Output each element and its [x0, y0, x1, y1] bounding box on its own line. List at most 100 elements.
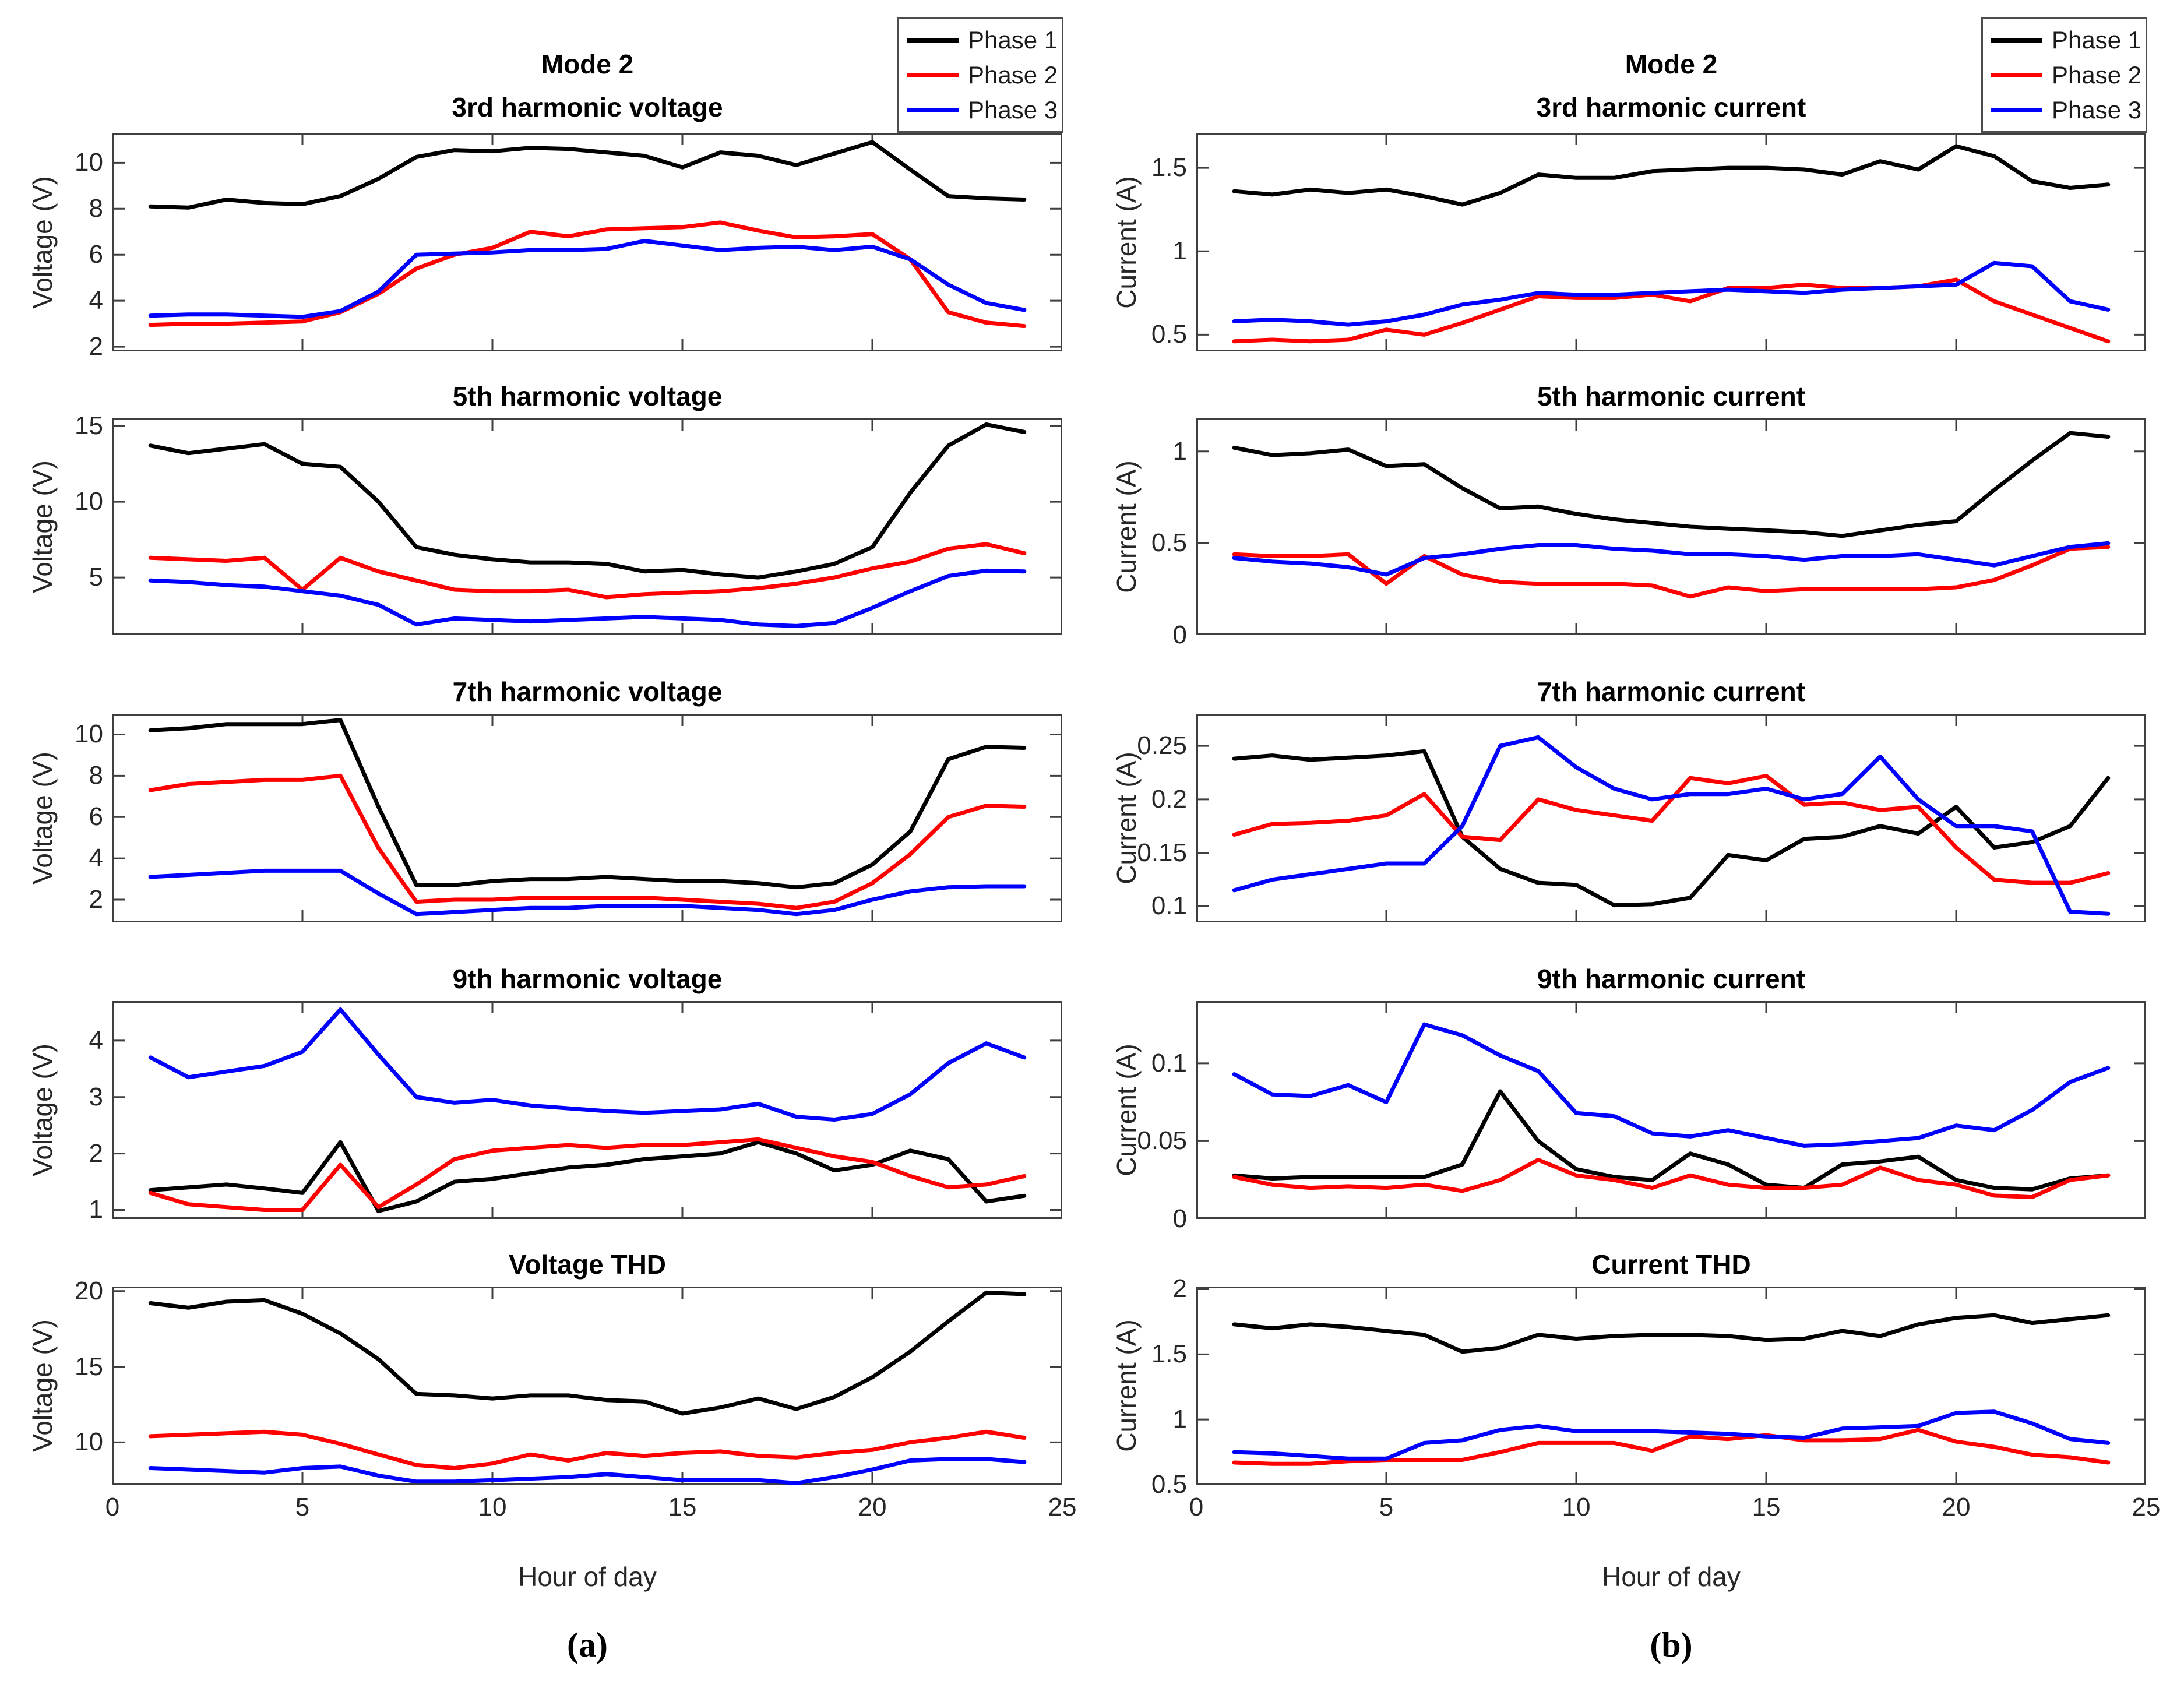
line-phase-2 — [1232, 1158, 2111, 1200]
line-phase-3 — [148, 868, 1027, 917]
y-tick-label: 6 — [89, 240, 103, 269]
line-phase-1 — [148, 140, 1027, 210]
x-tick-label: 5 — [295, 1493, 310, 1521]
subfigure-caption-b: (b) — [1650, 1626, 1693, 1664]
x-axis-label: Hour of day — [1602, 1562, 1741, 1592]
line-phase-1 — [148, 718, 1027, 890]
y-axis-label: Voltage (V) — [27, 1044, 58, 1176]
plot-9th-harmonic-voltage — [112, 1001, 1062, 1219]
chart-title: 7th harmonic voltage — [452, 676, 723, 707]
y-tick-label: 4 — [89, 286, 103, 315]
line-phase-1 — [1232, 144, 2111, 207]
plot-3rd-harmonic-current — [1196, 133, 2146, 351]
legend: Phase 1 Phase 2 Phase 3 — [897, 17, 1063, 133]
x-axis-label: Hour of day — [518, 1562, 657, 1592]
y-tick-label: 4 — [89, 844, 103, 873]
y-axis-label: Current (A) — [1111, 1044, 1142, 1176]
y-tick-label: 0.5 — [1151, 528, 1187, 558]
y-tick-label: 1.5 — [1151, 153, 1187, 182]
line-phase-3 — [1232, 1409, 2111, 1461]
y-tick-label: 0 — [1172, 1204, 1187, 1233]
legend: Phase 1 Phase 2 Phase 3 — [1981, 17, 2147, 133]
legend-label: Phase 2 — [968, 61, 1058, 89]
y-tick-label: 0.1 — [1151, 891, 1187, 921]
y-axis-label: Voltage (V) — [27, 1319, 58, 1452]
column-a-suptitle: Mode 2 — [541, 49, 634, 79]
plot-voltage-thd — [112, 1287, 1062, 1485]
line-phase-1 — [1232, 1089, 2111, 1192]
axes-box — [1196, 1001, 2146, 1219]
y-tick-label: 0.25 — [1137, 731, 1187, 760]
y-axis-label: Voltage (V) — [27, 752, 58, 885]
legend-entry-phase-3: Phase 3 — [907, 96, 1058, 124]
y-tick-label: 2 — [1172, 1274, 1187, 1303]
y-tick-label: 20 — [75, 1276, 103, 1305]
y-tick-label: 0.05 — [1137, 1126, 1187, 1155]
phase-2-line-swatch — [1991, 73, 2042, 77]
line-phase-3 — [148, 568, 1027, 628]
y-axis-label: Current (A) — [1111, 175, 1142, 309]
axes-box — [112, 418, 1062, 635]
legend-entry-phase-2: Phase 2 — [907, 61, 1058, 89]
y-tick-label: 8 — [89, 761, 103, 790]
y-tick-label: 15 — [75, 1352, 103, 1381]
y-tick-label: 0.5 — [1151, 320, 1187, 349]
y-tick-label: 10 — [75, 1428, 103, 1457]
y-tick-label: 0.5 — [1151, 1470, 1187, 1499]
legend-entry-phase-2: Phase 2 — [1991, 61, 2142, 89]
x-tick-label: 15 — [668, 1493, 697, 1521]
y-tick-label: 4 — [89, 1026, 103, 1055]
y-tick-label: 3 — [89, 1082, 103, 1111]
y-tick-label: 0.15 — [1137, 838, 1187, 867]
chart-title: 9th harmonic voltage — [452, 964, 723, 994]
y-tick-label: 5 — [89, 563, 103, 592]
y-tick-label: 10 — [75, 720, 103, 749]
y-tick-label: 1 — [1172, 1405, 1187, 1434]
legend-label: Phase 3 — [968, 96, 1058, 124]
y-axis-label: Current (A) — [1111, 752, 1142, 885]
plot-7th-harmonic-voltage — [112, 714, 1062, 922]
line-phase-3 — [148, 1007, 1027, 1122]
legend-entry-phase-1: Phase 1 — [907, 26, 1058, 54]
axes-box — [112, 1001, 1062, 1219]
line-phase-1 — [148, 1290, 1027, 1416]
x-tick-label: 25 — [1048, 1493, 1077, 1521]
line-phase-2 — [1232, 1428, 2111, 1466]
axes-box — [112, 133, 1062, 351]
line-phase-2 — [1232, 277, 2111, 344]
chart-title: 5th harmonic current — [1537, 381, 1806, 411]
y-tick-label: 0.2 — [1151, 784, 1187, 813]
x-tick-label: 0 — [1189, 1493, 1204, 1521]
line-phase-3 — [148, 239, 1027, 319]
y-axis-label: Voltage (V) — [27, 175, 58, 309]
chart-title: Current THD — [1591, 1249, 1751, 1280]
line-phase-3 — [1232, 541, 2111, 577]
phase-3-line-swatch — [1991, 108, 2042, 112]
phase-3-line-swatch — [907, 108, 959, 112]
chart-title: Voltage THD — [508, 1249, 667, 1280]
x-tick-label: 20 — [1942, 1493, 1971, 1521]
x-tick-label: 5 — [1379, 1493, 1394, 1521]
legend-entry-phase-3: Phase 3 — [1991, 97, 2141, 124]
chart-title: 7th harmonic current — [1537, 676, 1806, 707]
x-tick-label: 20 — [858, 1493, 887, 1521]
line-phase-3 — [1232, 735, 2111, 916]
chart-title: 9th harmonic current — [1537, 964, 1806, 994]
x-tick-label: 25 — [2132, 1493, 2161, 1521]
plot-5th-harmonic-current — [1196, 418, 2146, 635]
legend-label: Phase 1 — [968, 26, 1058, 54]
x-tick-label: 15 — [1752, 1493, 1781, 1521]
legend-label: Phase 2 — [2052, 61, 2142, 89]
axes-box — [1196, 133, 2146, 351]
plot-3rd-harmonic-voltage — [112, 133, 1062, 351]
line-phase-2 — [148, 220, 1027, 329]
y-tick-label: 0.1 — [1151, 1048, 1187, 1077]
